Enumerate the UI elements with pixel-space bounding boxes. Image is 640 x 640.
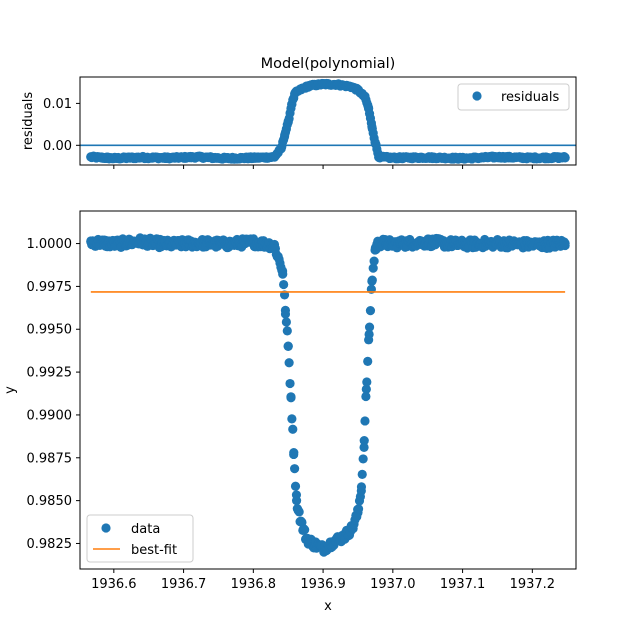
data-point <box>284 358 294 368</box>
data-point <box>361 391 371 402</box>
residuals-ytick-label: 0.01 <box>43 97 72 112</box>
residuals-legend: residuals <box>457 83 570 111</box>
data-point <box>283 341 293 351</box>
residuals-legend-box <box>457 83 570 111</box>
data-point <box>300 525 310 535</box>
data-panel: 0.9825 0.9850 0.9875 0.9900 0.9925 0.9950 0.99… <box>3 210 577 614</box>
data-point <box>291 490 302 500</box>
data-point <box>560 240 570 251</box>
data-point <box>362 377 372 387</box>
data-point <box>285 378 295 389</box>
residuals-title: Model(polynomial) <box>261 56 396 72</box>
data-legend-label: data <box>131 522 160 537</box>
data-point <box>361 384 371 394</box>
residuals-legend-marker <box>472 91 482 101</box>
data-point <box>290 464 300 474</box>
data-point <box>364 322 375 332</box>
data-point <box>288 424 298 434</box>
data-ytick-label: 0.9900 <box>27 408 73 423</box>
data-xtick-label: 1937.1 <box>440 577 486 592</box>
data-xtick-label: 1936.7 <box>161 577 207 592</box>
data-point <box>363 356 373 366</box>
data-point <box>286 392 296 402</box>
data-ytick-label: 0.9975 <box>27 280 73 295</box>
data-point <box>369 256 379 266</box>
data-x-ticks: 1936.6 1936.7 1936.8 1936.9 1937.0 1937.1 1937… <box>91 569 555 592</box>
data-point <box>365 306 376 316</box>
data-point <box>280 309 291 319</box>
data-point <box>294 507 304 517</box>
data-ylabel: y <box>3 386 18 394</box>
data-ytick-label: 0.9875 <box>27 451 73 466</box>
best-fit-legend-label: best-fit <box>131 543 177 558</box>
data-y-ticks: 0.9825 0.9850 0.9875 0.9900 0.9925 0.9950 0.99… <box>27 237 80 552</box>
residuals-legend-label: residuals <box>501 90 560 105</box>
residuals-axes-frame <box>79 76 577 166</box>
data-point <box>359 436 369 446</box>
residuals-panel: Model(polynomial) 0.00 0.01 residuals res… <box>21 56 577 169</box>
residuals-marks <box>80 78 576 164</box>
data-ytick-label: 0.9950 <box>27 323 73 338</box>
residuals-point <box>560 153 570 163</box>
data-point <box>357 469 367 479</box>
data-legend: data best-fit <box>86 514 194 563</box>
data-plot-area <box>86 233 570 557</box>
data-point <box>287 414 297 424</box>
data-point <box>290 481 301 491</box>
data-ytick-label: 0.9825 <box>27 537 73 552</box>
residuals-plot-area <box>80 78 576 164</box>
data-xtick-label: 1937.0 <box>370 577 416 592</box>
data-legend-marker <box>101 523 111 533</box>
data-point <box>356 486 366 496</box>
data-point <box>368 263 378 273</box>
residuals-y-ticks: 0.00 0.01 <box>43 97 80 154</box>
data-point <box>282 326 292 336</box>
data-point <box>281 317 291 327</box>
data-xtick-label: 1937.2 <box>510 577 556 592</box>
data-point <box>367 275 377 285</box>
data-ytick-label: 1.0000 <box>27 237 73 252</box>
residuals-ytick-label: 0.00 <box>43 139 72 154</box>
data-ytick-label: 0.9925 <box>27 366 73 381</box>
data-point <box>359 442 369 452</box>
data-point <box>358 454 368 464</box>
data-ytick-label: 0.9850 <box>27 494 73 509</box>
data-point <box>289 449 299 460</box>
data-axes-frame <box>79 210 577 570</box>
data-marks <box>86 233 570 557</box>
data-legend-box <box>86 514 194 563</box>
data-point <box>352 512 362 522</box>
data-point <box>279 279 289 290</box>
data-xtick-label: 1936.8 <box>231 577 277 592</box>
residuals-x-ticks <box>113 165 533 169</box>
residuals-ylabel: residuals <box>21 92 36 151</box>
data-point <box>353 504 364 514</box>
data-xtick-label: 1936.9 <box>300 577 346 592</box>
data-xtick-label: 1936.6 <box>91 577 137 592</box>
data-point <box>360 416 370 426</box>
data-point <box>278 269 288 279</box>
data-xlabel: x <box>324 599 332 614</box>
data-point <box>364 335 374 345</box>
